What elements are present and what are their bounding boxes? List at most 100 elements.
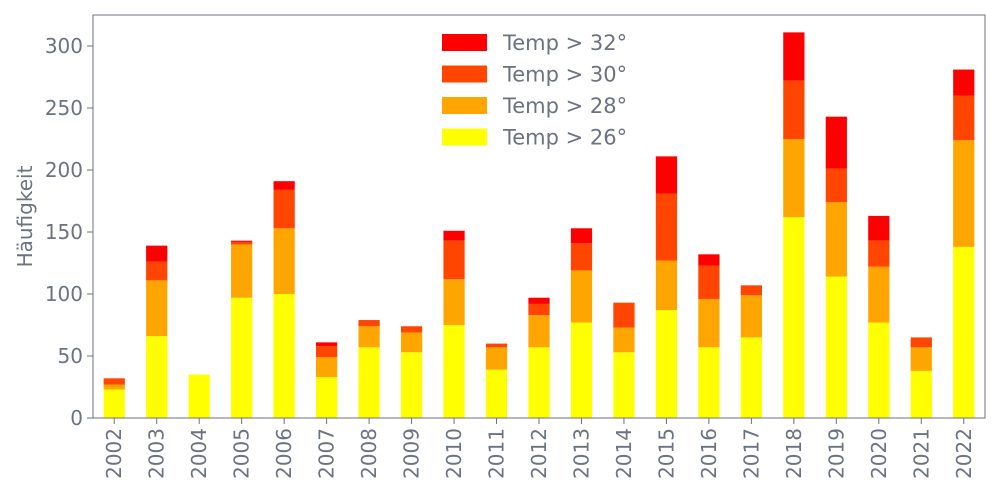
y-axis-title: Häufigkeit bbox=[13, 165, 37, 267]
bar-2020-series-0 bbox=[868, 322, 890, 418]
bar-2007-series-2 bbox=[316, 346, 338, 358]
bar-2021-series-0 bbox=[910, 370, 932, 418]
x-axis: 2002 2003 2004 2005 2006 2007 2008 2009 2010 2011… bbox=[102, 418, 976, 479]
y-axis: 0 50 100 150 200 250 300 bbox=[45, 34, 93, 430]
x-tick-label: 2020 bbox=[867, 428, 891, 479]
x-tick-label: 2017 bbox=[739, 428, 763, 479]
bar-2008-series-1 bbox=[358, 326, 380, 348]
bar-2016-series-1 bbox=[698, 298, 720, 348]
bar-2017-series-1 bbox=[740, 295, 762, 338]
bar-2019-series-2 bbox=[825, 168, 847, 203]
legend-label-2: Temp > 30° bbox=[502, 63, 627, 87]
bar-2017-series-2 bbox=[740, 285, 762, 296]
bar-2014-series-1 bbox=[613, 327, 635, 353]
bar-2007-series-1 bbox=[316, 357, 338, 378]
bar-2005-series-2 bbox=[231, 241, 253, 245]
legend-label-1: Temp > 28° bbox=[502, 94, 627, 118]
bar-2010-series-2 bbox=[443, 240, 465, 280]
bar-2014-series-0 bbox=[613, 352, 635, 418]
bar-2021-series-1 bbox=[910, 347, 932, 371]
x-tick-label: 2022 bbox=[952, 428, 976, 479]
bar-2005-series-0 bbox=[231, 297, 253, 418]
bar-2020-series-1 bbox=[868, 266, 890, 323]
legend: Temp > 32° Temp > 30° Temp > 28° Temp > 26° bbox=[442, 31, 627, 150]
bar-2006-series-3 bbox=[273, 181, 295, 190]
bar-2003-series-1 bbox=[146, 280, 168, 337]
y-tick-label: 100 bbox=[45, 282, 83, 306]
bar-2006-series-0 bbox=[273, 294, 295, 418]
bar-2014-series-2 bbox=[613, 302, 635, 328]
bars-layer bbox=[103, 32, 975, 418]
bar-2015-series-0 bbox=[655, 310, 678, 418]
bar-2012-series-1 bbox=[528, 315, 550, 348]
bar-2004-series-0 bbox=[188, 374, 210, 418]
bar-2018-series-3 bbox=[783, 32, 805, 81]
x-tick-label: 2006 bbox=[272, 428, 296, 479]
bar-2007-series-3 bbox=[316, 342, 338, 347]
bar-2006-series-1 bbox=[273, 228, 295, 294]
bar-2022-series-2 bbox=[953, 95, 975, 141]
bar-2003-series-2 bbox=[146, 261, 168, 281]
legend-swatch-1 bbox=[442, 97, 487, 114]
bar-2015-series-1 bbox=[655, 260, 678, 311]
x-tick-label: 2019 bbox=[824, 428, 848, 479]
bar-2002-series-1 bbox=[103, 384, 125, 390]
bar-2012-series-0 bbox=[528, 347, 550, 418]
bar-2011-series-1 bbox=[485, 347, 508, 370]
bar-2010-series-0 bbox=[443, 325, 465, 418]
bar-2022-series-0 bbox=[953, 246, 975, 418]
bar-2009-series-0 bbox=[400, 352, 423, 418]
y-tick-label: 150 bbox=[45, 220, 83, 244]
bar-2019-series-0 bbox=[825, 276, 847, 418]
bar-2015-series-3 bbox=[655, 156, 678, 194]
bar-2009-series-1 bbox=[400, 332, 423, 353]
bar-2016-series-3 bbox=[698, 254, 720, 266]
bar-2020-series-2 bbox=[868, 240, 890, 267]
x-tick-label: 2003 bbox=[145, 428, 169, 479]
bar-2017-series-0 bbox=[740, 337, 762, 418]
bar-2013-series-3 bbox=[570, 228, 593, 244]
bar-2009-series-2 bbox=[400, 326, 423, 333]
bar-2005-series-3 bbox=[231, 240, 253, 242]
bar-2012-series-2 bbox=[528, 303, 550, 316]
bar-2021-series-2 bbox=[910, 337, 932, 348]
x-tick-label: 2013 bbox=[569, 428, 593, 479]
x-tick-label: 2004 bbox=[187, 428, 211, 479]
x-tick-label: 2009 bbox=[400, 428, 424, 479]
bar-2022-series-1 bbox=[953, 140, 975, 247]
x-tick-label: 2016 bbox=[697, 428, 721, 479]
legend-label-0: Temp > 26° bbox=[502, 126, 627, 150]
x-tick-label: 2011 bbox=[485, 428, 509, 479]
bar-2011-series-2 bbox=[485, 343, 508, 348]
bar-2013-series-0 bbox=[570, 322, 593, 418]
legend-swatch-3 bbox=[442, 34, 487, 51]
x-tick-label: 2007 bbox=[315, 428, 339, 479]
bar-2016-series-0 bbox=[698, 347, 720, 418]
x-tick-label: 2015 bbox=[654, 428, 678, 479]
bar-2012-series-3 bbox=[528, 297, 550, 304]
x-tick-label: 2002 bbox=[102, 428, 126, 479]
x-tick-label: 2012 bbox=[527, 428, 551, 479]
legend-label-3: Temp > 32° bbox=[502, 31, 627, 55]
x-tick-label: 2018 bbox=[782, 428, 806, 479]
bar-2015-series-2 bbox=[655, 193, 678, 261]
bar-2005-series-1 bbox=[231, 244, 253, 298]
bar-2008-series-0 bbox=[358, 347, 380, 418]
bar-2013-series-2 bbox=[570, 243, 593, 271]
bar-2022-series-3 bbox=[953, 69, 975, 96]
bar-2008-series-2 bbox=[358, 320, 380, 327]
bar-2006-series-2 bbox=[273, 189, 295, 229]
y-tick-label: 300 bbox=[45, 34, 83, 58]
bar-2007-series-0 bbox=[316, 377, 338, 418]
x-tick-label: 2010 bbox=[442, 428, 466, 479]
bar-2011-series-0 bbox=[485, 369, 508, 418]
bar-2010-series-3 bbox=[443, 230, 465, 241]
y-tick-label: 0 bbox=[70, 406, 83, 430]
bar-2002-series-0 bbox=[103, 389, 125, 418]
bar-2019-series-1 bbox=[825, 202, 847, 277]
bar-2010-series-1 bbox=[443, 279, 465, 325]
bar-2018-series-0 bbox=[783, 217, 805, 418]
y-tick-label: 200 bbox=[45, 158, 83, 182]
bar-2018-series-2 bbox=[783, 80, 805, 139]
bar-2020-series-3 bbox=[868, 215, 890, 241]
